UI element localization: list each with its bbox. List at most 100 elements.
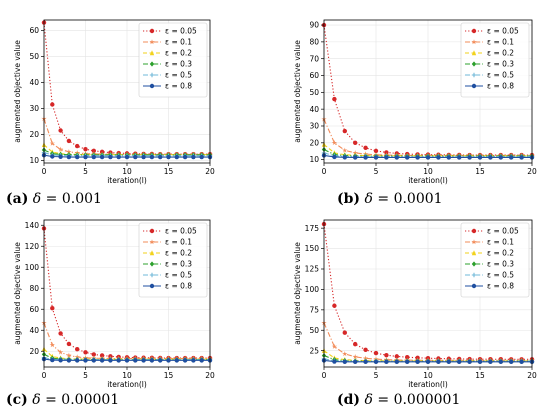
data-point: [467, 359, 472, 365]
caption-symbol: δ: [32, 392, 41, 408]
legend-marker: [471, 50, 477, 56]
data-point: [75, 143, 80, 149]
legend-label: ε = 0.2: [165, 249, 192, 258]
data-point: [488, 359, 493, 365]
data-point: [99, 154, 105, 160]
data-point: [49, 342, 55, 348]
data-point: [384, 352, 389, 358]
legend-marker: [471, 39, 477, 45]
x-axis-label: iteration(l): [107, 380, 147, 389]
data-point: [363, 359, 368, 365]
data-point: [373, 350, 379, 356]
series-6: [321, 358, 535, 365]
y-tick-label: 120: [25, 242, 40, 251]
data-point: [509, 155, 514, 160]
data-point: [57, 146, 64, 152]
data-point: [199, 154, 204, 160]
y-tick-label: 60: [29, 26, 39, 35]
caption-label: (a): [6, 191, 29, 207]
data-point: [174, 358, 179, 363]
legend-marker: [149, 28, 155, 34]
data-point: [352, 353, 358, 360]
y-tick-label: 30: [309, 122, 319, 131]
x-tick-label: 5: [83, 371, 88, 380]
data-point: [509, 359, 514, 365]
data-point: [141, 154, 146, 160]
legend-marker: [149, 272, 155, 278]
legend-label: ε = 0.3: [487, 60, 514, 69]
legend-label: ε = 0.8: [165, 82, 192, 91]
data-point: [498, 155, 503, 160]
data-point: [83, 147, 88, 152]
data-point: [66, 341, 72, 347]
x-axis-label: iteration(l): [408, 380, 448, 389]
legend-label: ε = 0.3: [165, 60, 192, 69]
legend-marker: [149, 228, 155, 234]
y-tick-label: 25: [309, 346, 319, 355]
y-tick-label: 80: [309, 37, 319, 46]
data-point: [363, 145, 368, 151]
caption-label: (b): [337, 191, 361, 207]
line-chart-b: 0 5 10 15 20 10 20 30 40 50 60 70 80 90 iteration(l) au…: [293, 19, 537, 185]
caption-symbol: δ: [32, 191, 42, 207]
series-6: [41, 153, 213, 160]
data-point: [446, 155, 451, 160]
caption-label: (c): [6, 392, 28, 408]
data-point: [66, 358, 72, 363]
x-tick-label: 0: [322, 167, 327, 176]
x-axis-label: iteration(l): [107, 176, 147, 185]
data-point: [353, 341, 358, 347]
y-axis-label: augmented objective value: [293, 242, 302, 345]
y-tick-label: 80: [29, 284, 39, 293]
data-point: [58, 331, 63, 336]
data-point: [519, 359, 524, 365]
legend-label: ε = 0.5: [165, 71, 192, 80]
data-point: [191, 358, 196, 363]
data-point: [342, 155, 347, 160]
data-point: [199, 358, 204, 363]
y-tick-label: 50: [309, 326, 319, 335]
y-tick-label: 20: [29, 130, 39, 139]
legend-label: ε = 0.8: [487, 282, 514, 291]
y-tick-label: 30: [29, 104, 39, 113]
legend-label: ε = 0.3: [487, 260, 514, 269]
data-point: [49, 140, 55, 146]
caption-d: (d) δ = 0.000001: [337, 392, 460, 408]
y-axis-label: augmented objective value: [13, 242, 22, 345]
legend-marker: [149, 261, 155, 267]
legend-label: ε = 0.1: [487, 38, 514, 47]
data-point: [83, 358, 88, 363]
chart-panel-b: 0 5 10 15 20 10 20 30 40 50 60 70 80 90 iteration(l) au…: [275, 0, 550, 190]
y-tick-label: 50: [29, 52, 39, 61]
data-point: [91, 352, 97, 357]
data-point: [373, 359, 379, 365]
legend-label: ε = 0.5: [165, 271, 192, 280]
y-axis-label: augmented objective value: [13, 40, 22, 143]
data-point: [332, 96, 337, 102]
legend-marker: [149, 250, 155, 256]
caption-symbol: δ: [364, 392, 373, 408]
data-point: [457, 359, 462, 365]
y-tick-label: 175: [305, 224, 320, 233]
data-point: [66, 154, 72, 160]
y-tick-label: 60: [29, 305, 39, 314]
data-point: [425, 359, 431, 365]
y-tick-label: 90: [309, 21, 319, 30]
legend-label: ε = 0.05: [487, 27, 519, 36]
legend: ε = 0.05 ε = 0.1 ε = 0.2 ε = 0.3 ε = 0.5 ε = …: [138, 222, 208, 298]
data-point: [498, 359, 503, 365]
legend-marker: [149, 72, 155, 78]
data-point: [405, 355, 410, 360]
legend-label: ε = 0.2: [487, 249, 514, 258]
data-point: [394, 155, 399, 160]
y-tick-label: 50: [309, 88, 319, 97]
data-point: [50, 306, 55, 311]
y-tick-label: 100: [305, 285, 320, 294]
y-tick-label: 140: [25, 221, 40, 230]
data-point: [91, 358, 97, 363]
data-point: [457, 155, 462, 160]
y-tick-label: 40: [29, 326, 39, 335]
legend-label: ε = 0.05: [165, 27, 197, 36]
caption-c: (c) δ = 0.00001: [6, 392, 119, 408]
y-tick-label: 40: [309, 105, 319, 114]
